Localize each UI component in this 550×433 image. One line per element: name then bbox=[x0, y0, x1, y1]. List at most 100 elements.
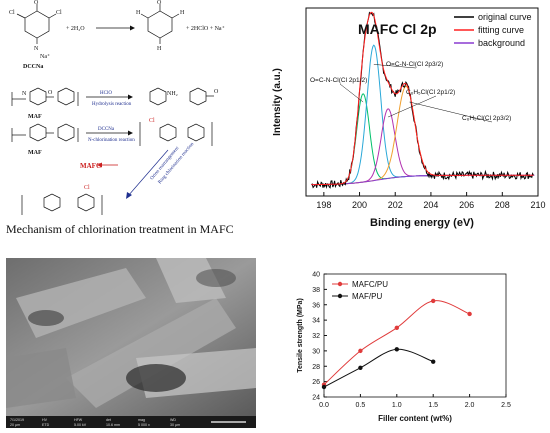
products-text: + 2HClO + Na⁺ bbox=[186, 25, 225, 32]
sem-info-item: 5.00 kV bbox=[74, 423, 87, 427]
atom-cl: Cl bbox=[84, 185, 90, 191]
y-tick-label: 40 bbox=[312, 272, 320, 279]
atom-n: N bbox=[34, 46, 39, 52]
dccna-reagent: DCCNa bbox=[98, 127, 115, 132]
peak-label: C₆H₅Cl(Cl 2p3/2) bbox=[462, 115, 511, 122]
data-point bbox=[431, 298, 436, 304]
maf-polymer-structure bbox=[11, 123, 79, 142]
maf-polymer-structure bbox=[11, 87, 79, 106]
series-line-2 bbox=[323, 348, 434, 388]
atom-o: O bbox=[48, 90, 53, 96]
hclo-reagent: HClO bbox=[100, 91, 112, 96]
sem-micrograph: 7/1/2019 HV HFW det mag WD 20 μm ETD 5.00 kV 10.6… bbox=[6, 258, 256, 428]
sem-fibers bbox=[6, 258, 256, 408]
y-tick-label: 32 bbox=[312, 333, 320, 340]
hydrolysis-product-structure bbox=[149, 87, 214, 106]
sem-info-item: 10.6 mm bbox=[106, 423, 120, 427]
arrow-head bbox=[128, 94, 133, 100]
legend-label: MAFC/PU bbox=[352, 280, 388, 289]
atom-cl: Cl bbox=[56, 10, 62, 16]
hydrolysis-label: Hydrolysis reaction bbox=[92, 102, 132, 107]
atom-h: H bbox=[157, 46, 162, 52]
arrow-head bbox=[128, 130, 133, 136]
y-axis-label: Intensity (a.u.) bbox=[272, 68, 283, 136]
maf-label: MAF bbox=[28, 114, 42, 120]
x-tick-label: 204 bbox=[423, 200, 438, 210]
atom-cl: Cl bbox=[149, 118, 155, 124]
xps-chart: 198 200 202 204 206 208 210 Binding energy (eV)… bbox=[268, 0, 550, 242]
x-tick-label: 202 bbox=[388, 200, 403, 210]
peak-label: O=C-N-Cl(Cl 2p1/2) bbox=[310, 77, 367, 84]
chlorination-label: N-chlorination reaction bbox=[88, 138, 135, 143]
x-axis-label: Filler content (wt%) bbox=[378, 414, 452, 423]
sem-info-bar bbox=[6, 416, 256, 428]
data-point bbox=[358, 348, 363, 354]
sem-info-item: HFW bbox=[74, 418, 83, 422]
peak-label-leader bbox=[339, 83, 364, 103]
data-point bbox=[394, 325, 399, 331]
x-tick-label: 0.0 bbox=[319, 402, 329, 409]
atom-cl: Cl bbox=[9, 10, 15, 16]
peak-label: C₆H₅Cl(Cl 2p1/2) bbox=[406, 89, 455, 96]
chart-title: MAFC Cl 2p bbox=[358, 21, 437, 37]
sem-info-item: det bbox=[106, 418, 111, 422]
legend-marker bbox=[337, 281, 343, 287]
peak-label-leader bbox=[409, 101, 493, 123]
x-tick-label: 1.0 bbox=[392, 402, 402, 409]
mafc-label: MAFC bbox=[80, 162, 101, 170]
atom-h: H bbox=[180, 10, 185, 16]
legend-marker bbox=[337, 293, 343, 299]
y-tick-label: 36 bbox=[312, 302, 320, 309]
rearrangement-arrow bbox=[127, 149, 169, 197]
y-tick-label: 26 bbox=[312, 379, 320, 386]
data-point bbox=[321, 384, 327, 390]
data-point bbox=[431, 359, 436, 364]
atom-n: N bbox=[22, 91, 27, 97]
original-curve bbox=[311, 11, 534, 189]
y-tick-label: 38 bbox=[312, 287, 320, 294]
sem-info-item: 20 μm bbox=[10, 423, 20, 427]
atom-o: O bbox=[34, 0, 39, 6]
sem-info-item: 30 μm bbox=[170, 423, 180, 427]
sem-info-item: 7/1/2019 bbox=[10, 418, 24, 422]
arrow-head bbox=[97, 162, 102, 168]
legend-label: fitting curve bbox=[478, 25, 524, 35]
sem-info-item: WD bbox=[170, 418, 176, 422]
maf-label: MAF bbox=[28, 150, 42, 156]
legend-label: background bbox=[478, 38, 525, 48]
scheme-caption: Mechanism of chlorination treatment in M… bbox=[6, 222, 234, 236]
peak-label-leader bbox=[373, 64, 417, 69]
mafc-structure bbox=[21, 193, 103, 215]
sodium-label: Na⁺ bbox=[40, 53, 50, 60]
x-tick-label: 200 bbox=[352, 200, 367, 210]
y-tick-label: 34 bbox=[312, 318, 320, 325]
reaction-scheme: O Cl Cl N Na⁺ DCCNa + 2H₂O O H H H + 2HC… bbox=[0, 0, 265, 250]
cyanuric-product-molecule bbox=[140, 4, 180, 44]
x-tick-label: 0.5 bbox=[356, 402, 366, 409]
plot-frame bbox=[323, 273, 507, 398]
atom-o: O bbox=[214, 89, 219, 95]
peak-label-leader bbox=[387, 95, 437, 118]
arrow-head bbox=[126, 192, 132, 199]
atom-o: O bbox=[157, 0, 162, 6]
x-axis-label: Binding energy (eV) bbox=[370, 217, 474, 229]
fitting-curve bbox=[311, 11, 534, 186]
x-tick-label: 206 bbox=[459, 200, 474, 210]
n-chloro-structure bbox=[139, 122, 213, 146]
arrow-head bbox=[130, 25, 135, 31]
dccna-molecule bbox=[16, 4, 57, 44]
y-tick-label: 24 bbox=[312, 395, 320, 402]
y-tick-label: 28 bbox=[312, 364, 320, 371]
sem-info-item: mag bbox=[138, 418, 145, 422]
sem-info-text: 7/1/2019 HV HFW det mag WD 20 μm ETD 5.00 kV 10.6… bbox=[10, 418, 180, 427]
x-tick-label: 198 bbox=[316, 200, 331, 210]
x-tick-label: 2.0 bbox=[465, 402, 475, 409]
peak-label: O=C-N-Cl(Cl 2p3/2) bbox=[386, 61, 443, 68]
x-tick-label: 2.5 bbox=[501, 402, 511, 409]
amine-group: NH₂ bbox=[167, 91, 178, 97]
dccna-label: DCCNa bbox=[23, 64, 43, 70]
atom-h: H bbox=[136, 10, 141, 16]
legend-label: MAF/PU bbox=[352, 292, 382, 301]
data-point bbox=[467, 311, 472, 317]
x-tick-label: 1.5 bbox=[428, 402, 438, 409]
